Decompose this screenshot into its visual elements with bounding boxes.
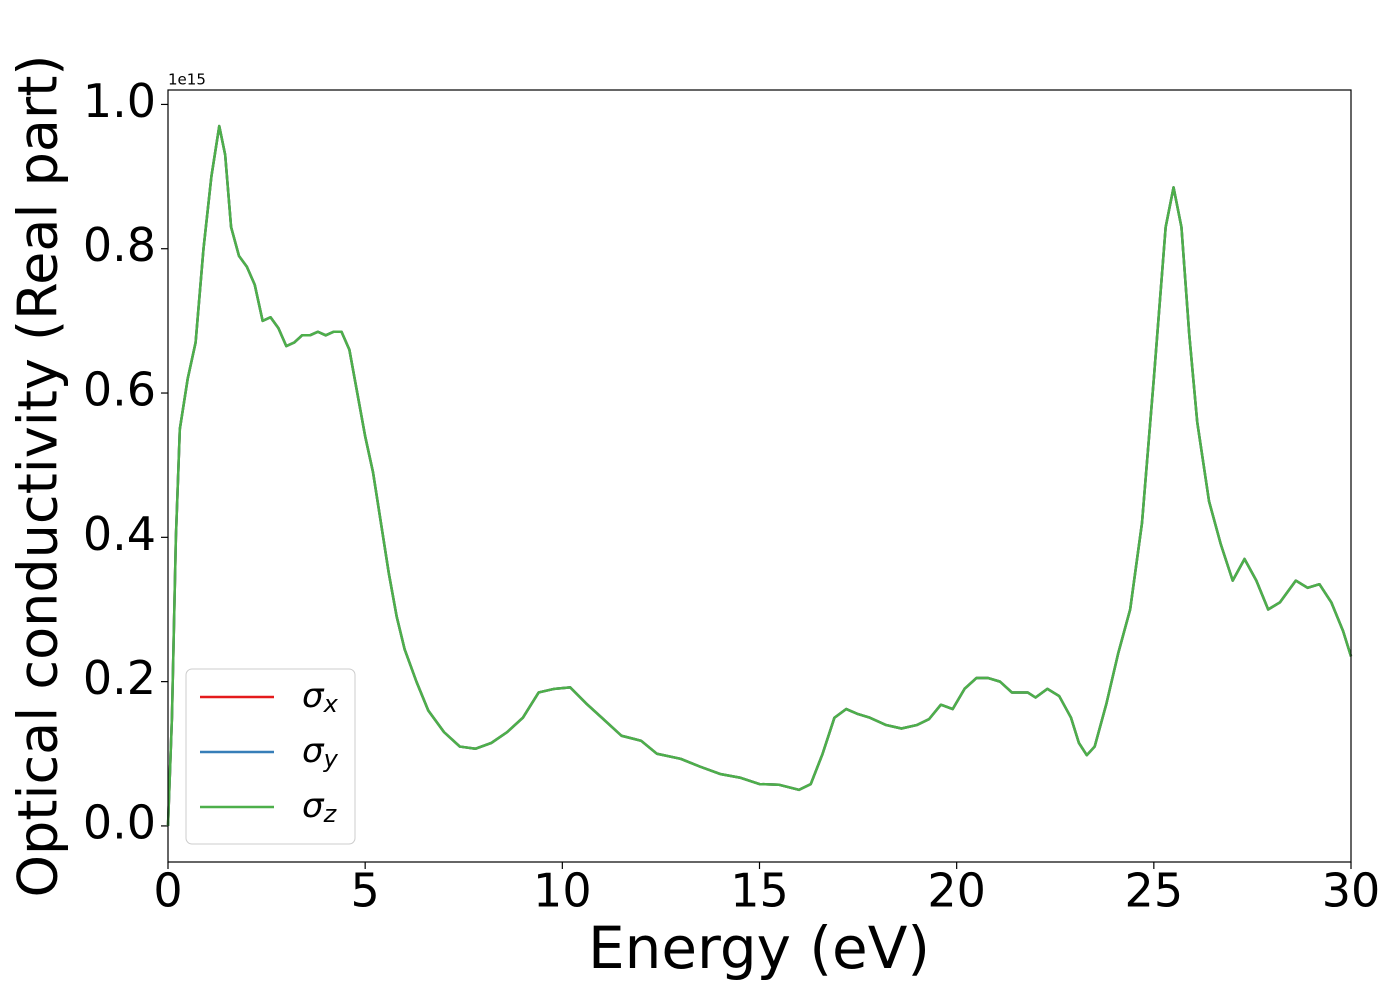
y-tick-label: 0.2 xyxy=(83,651,156,705)
offset-label: 1e15 xyxy=(168,71,206,89)
x-tick-label: 10 xyxy=(533,864,592,918)
legend-label: σy xyxy=(302,731,339,774)
plot-frame xyxy=(167,89,1352,863)
x-tick-label: 20 xyxy=(927,864,986,918)
legend-box xyxy=(185,668,356,845)
x-tick-label: 15 xyxy=(730,864,789,918)
y-tick-label: 0.0 xyxy=(83,795,156,849)
x-tick-label: 5 xyxy=(351,864,380,918)
series-line xyxy=(166,124,1353,826)
x-axis-label: Energy (eV) xyxy=(588,914,930,982)
legend-label: σz xyxy=(302,786,338,829)
y-tick-label: 0.8 xyxy=(83,218,156,272)
x-tick-label: 25 xyxy=(1125,864,1184,918)
y-axis-label: Optical conductivity (Real part) xyxy=(7,55,70,898)
x-tick-label: 30 xyxy=(1322,864,1381,918)
y-tick-label: 0.4 xyxy=(83,507,156,561)
legend-label: σx xyxy=(302,676,339,719)
x-tick-label: 0 xyxy=(153,864,182,918)
y-tick-label: 1.0 xyxy=(83,74,156,128)
y-tick-label: 0.6 xyxy=(83,363,156,417)
